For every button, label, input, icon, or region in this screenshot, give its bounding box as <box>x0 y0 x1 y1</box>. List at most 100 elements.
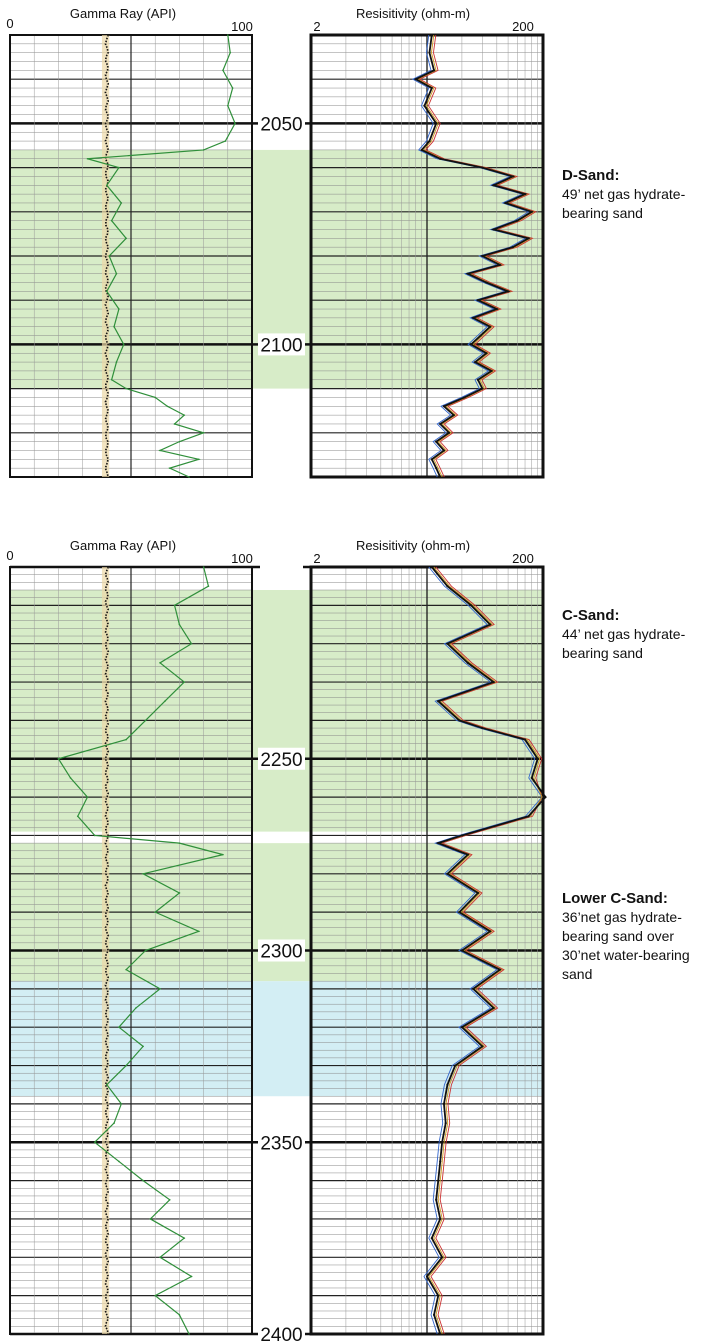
gamma-ray-point <box>164 700 166 703</box>
gamma-ray-point <box>125 1064 127 1067</box>
gamma-ray-point <box>144 949 147 952</box>
resistivity-point <box>481 726 484 730</box>
resistivity-track-border <box>309 565 545 1336</box>
depth-label-bg <box>258 1323 305 1344</box>
gamma-ray-point <box>115 272 118 275</box>
gamma-ray-curve <box>57 566 224 1335</box>
resistivity-point <box>511 175 514 178</box>
resistivity-point <box>476 891 480 895</box>
resistivity-point <box>481 254 484 258</box>
resistivity-point <box>530 210 533 213</box>
depth-label: 2300 <box>260 942 302 963</box>
resistivity-point <box>481 1045 484 1048</box>
gamma-ray-point <box>202 432 205 434</box>
resistivity-curve-1 <box>423 566 543 1335</box>
resistivity-point <box>523 738 527 741</box>
gamma-track-border <box>9 34 253 478</box>
resistivity-point <box>523 193 527 196</box>
gamma-tick-label: 0 <box>6 16 13 31</box>
gamma-ray-point <box>231 87 234 89</box>
resistivity-point <box>489 325 492 328</box>
resistivity-point <box>437 1294 440 1297</box>
resistivity-point <box>466 853 469 856</box>
resistivity-point <box>441 1256 444 1259</box>
resistivity-point <box>516 219 519 222</box>
resistivity-point <box>442 405 446 408</box>
resistivity-point <box>446 585 449 588</box>
zone-description: 44’ net gas hydrate- <box>562 626 686 642</box>
resistivity-point <box>466 661 469 664</box>
resistivity-point <box>430 458 433 461</box>
resistivity-point <box>435 1198 438 1201</box>
gamma-ray-point <box>120 1103 123 1105</box>
resistivity-point <box>472 316 475 319</box>
gamma-axis-title: Gamma Ray (API) <box>70 6 176 21</box>
gamma-ray-point <box>86 796 89 798</box>
resistivity-point <box>423 104 426 107</box>
resistivity-point <box>470 343 473 346</box>
gamma-ray-point <box>122 343 125 346</box>
resistivity-point <box>481 166 484 169</box>
resistivity-point <box>444 1121 447 1125</box>
depth-label: 2100 <box>260 335 302 356</box>
gamma-ray-point <box>222 69 224 72</box>
depth-label-bg <box>258 1131 305 1154</box>
resistivity-curve <box>413 34 534 478</box>
resistivity-point <box>454 1064 457 1067</box>
resistivity-tick-label: 200 <box>512 551 534 566</box>
gamma-ray-point <box>115 361 118 363</box>
resistivity-point <box>439 475 442 479</box>
gamma-track-border <box>9 566 253 1335</box>
resistivity-point <box>439 1217 442 1221</box>
resistivity-point <box>430 86 433 90</box>
gamma-ray-point <box>227 104 229 107</box>
gamma-tick-label: 0 <box>6 548 13 563</box>
resistivity-point <box>504 201 507 205</box>
gamma-ray-point <box>113 1122 115 1124</box>
resistivity-point <box>544 796 547 799</box>
resistivity-point <box>439 1160 442 1163</box>
resistivity-point <box>470 604 473 607</box>
resistivity-track-border <box>309 33 545 479</box>
resistivity-point <box>432 1313 436 1316</box>
resistivity-point <box>527 237 530 240</box>
resistivity-point <box>446 642 449 645</box>
depth-label-bg <box>258 939 305 962</box>
resistivity-point <box>498 968 501 971</box>
gamma-ray-point <box>142 1179 144 1182</box>
resistivity-point <box>437 700 440 703</box>
resistivity-point <box>479 334 482 337</box>
resistivity-point <box>439 422 442 426</box>
gamma-ray-point <box>178 623 181 626</box>
resistivity-point <box>511 246 514 249</box>
resistivity-point <box>430 1237 433 1240</box>
gamma-ray-point <box>142 1045 144 1048</box>
gamma-ray-point <box>188 1333 190 1335</box>
resistivity-point <box>506 290 510 293</box>
zone-description: bearing sand <box>562 205 643 221</box>
gamma-ray-point <box>125 237 127 240</box>
resistivity-point <box>446 1083 449 1086</box>
resistivity-point <box>474 360 477 364</box>
zone-title: C-Sand: <box>562 607 620 624</box>
log-panel-lower: 0 100 Gamma Ray (API) 2 200 Resisitivity (ohm… <box>6 538 690 1344</box>
resistivity-axis-title: Resisitivity (ohm-m) <box>356 6 470 21</box>
resistivity-point <box>463 396 466 399</box>
resistivity-tick-label: 2 <box>313 551 320 566</box>
gamma-ray-point <box>76 815 79 818</box>
zone-description: 30’net water-bearing <box>562 947 690 963</box>
gamma-ray-point <box>149 1218 152 1220</box>
resistivity-point <box>414 78 417 81</box>
zone-band <box>10 981 543 1097</box>
gamma-ray-point <box>178 842 181 844</box>
gamma-ray-point <box>183 681 186 683</box>
gamma-ray-point <box>227 34 229 36</box>
log-panel-upper: 0 100 Gamma Ray (API) 2 200 Resisitivity (ohm… <box>6 6 686 479</box>
resistivity-point <box>435 122 438 125</box>
gamma-ray-point <box>234 122 236 125</box>
gamma-ray-point <box>69 777 72 779</box>
resistivity-point <box>447 431 451 434</box>
gamma-ray-point <box>144 719 147 722</box>
gamma-tick-label: 100 <box>231 19 253 34</box>
resistivity-point <box>439 1332 442 1336</box>
